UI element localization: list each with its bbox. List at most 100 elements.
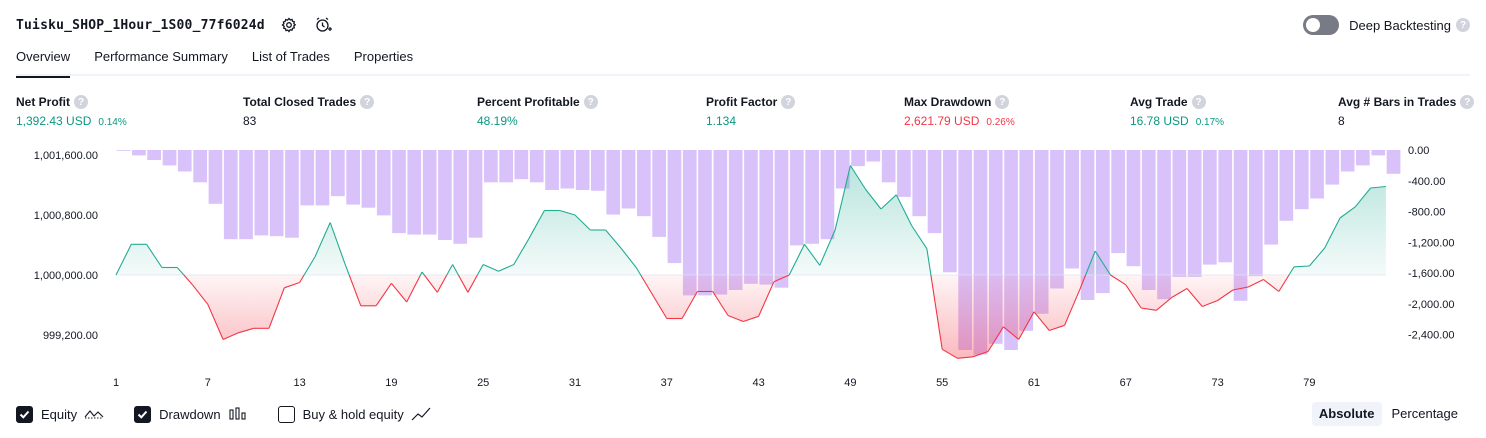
x-tick-label: 25 xyxy=(477,377,489,389)
help-icon[interactable]: ? xyxy=(1460,95,1475,109)
equity-line-segment xyxy=(930,274,943,350)
x-tick-label: 37 xyxy=(661,377,673,389)
drawdown-bar xyxy=(545,150,559,190)
metric-percent: 0.17% xyxy=(1195,117,1225,128)
drawdown-bar xyxy=(1310,150,1324,199)
equity-line-segment xyxy=(1294,265,1310,268)
drawdown-bar xyxy=(728,150,743,290)
y-left-tick-label: 999,200.00 xyxy=(43,330,98,342)
equity-line-segment xyxy=(849,165,867,190)
equity-drawdown-chart[interactable]: 1,001,600.00 1,000,800.00 1,000,000.00 999,… xyxy=(0,140,1486,390)
drawdown-bar xyxy=(132,150,146,156)
metric-value: 83 xyxy=(243,114,257,128)
drawdown-bar xyxy=(269,150,284,237)
percentage-button[interactable]: Percentage xyxy=(1391,406,1459,421)
x-tick-label: 13 xyxy=(293,377,305,389)
chart-legend: Equity Drawdown Buy & hold equity xyxy=(16,404,461,424)
help-icon[interactable]: ? xyxy=(360,95,375,109)
drawdown-bar xyxy=(1325,150,1340,185)
drawdown-bar xyxy=(1065,150,1079,269)
legend-drawdown[interactable]: Drawdown xyxy=(134,405,247,423)
deep-backtesting-label: Deep Backtesting xyxy=(1349,17,1451,33)
metric-value: 1.134 xyxy=(706,114,737,128)
drawdown-bar xyxy=(346,150,360,205)
equity-line-segment xyxy=(1156,297,1173,311)
metric-label: Avg Trade xyxy=(1130,95,1188,109)
drawdown-bar xyxy=(453,150,468,244)
help-icon[interactable]: ? xyxy=(583,95,598,109)
equity-line-segment xyxy=(972,350,989,358)
drawdown-checkbox[interactable] xyxy=(134,405,152,423)
x-tick-label: 31 xyxy=(569,377,581,389)
equity-line-segment xyxy=(115,244,132,276)
equity-line-segment xyxy=(819,229,836,266)
help-icon[interactable]: ? xyxy=(1191,95,1206,109)
drawdown-bar xyxy=(1203,150,1217,265)
strategy-title: Tuisku_SHOP_1Hour_1S00_77f6024d xyxy=(16,17,265,33)
equity-line-segment xyxy=(284,281,300,289)
equity-line-segment xyxy=(183,274,193,286)
drawdown-bar xyxy=(392,150,406,234)
equity-line-segment xyxy=(987,326,1004,352)
help-icon[interactable]: ? xyxy=(74,95,88,109)
equity-line-segment xyxy=(1247,279,1264,288)
equity-line-segment xyxy=(423,274,438,293)
help-icon[interactable]: ? xyxy=(995,95,1010,109)
equity-line-segment xyxy=(758,281,775,317)
equity-line-segment xyxy=(880,194,897,210)
legend-equity-label: Equity xyxy=(41,406,78,422)
drawdown-bar xyxy=(927,150,942,234)
equity-line-segment xyxy=(773,274,790,283)
drawdown-bar xyxy=(759,150,774,285)
equity-line-segment xyxy=(1033,311,1050,331)
equity-checkbox[interactable] xyxy=(16,405,33,423)
drawdown-bar xyxy=(239,150,253,240)
deep-backtesting: Deep Backtesting ? xyxy=(1303,12,1470,38)
buy-hold-checkbox[interactable] xyxy=(277,405,295,423)
drawdown-bar xyxy=(177,150,192,172)
tab-properties[interactable]: Properties xyxy=(353,49,414,64)
equity-line-segment xyxy=(192,284,209,305)
equity-line-segment xyxy=(605,229,622,249)
drawdown-bar xyxy=(162,150,177,166)
drawdown-bar xyxy=(621,150,636,209)
tab-overview[interactable]: Overview xyxy=(16,44,71,78)
drawdown-bar xyxy=(468,150,483,238)
drawdown-bar xyxy=(223,150,238,240)
help-icon[interactable]: ? xyxy=(1456,18,1470,32)
deep-backtesting-toggle[interactable] xyxy=(1303,15,1340,35)
drawdown-bar xyxy=(1386,150,1401,174)
equity-line-segment xyxy=(1324,217,1341,249)
drawdown-bar xyxy=(529,150,544,183)
tab-performance-summary[interactable]: Performance Summary xyxy=(94,49,228,64)
equity-line-segment xyxy=(1278,274,1290,292)
x-tick-label: 67 xyxy=(1120,377,1132,389)
x-tick-label: 79 xyxy=(1303,377,1315,389)
drawdown-bars xyxy=(116,150,1401,355)
equity-line-segment xyxy=(1354,187,1372,208)
drawdown-bar xyxy=(422,150,437,235)
drawdown-bar xyxy=(208,150,223,204)
metric-value: 16.78 USD xyxy=(1130,114,1189,128)
absolute-button[interactable]: Absolute xyxy=(1311,402,1382,426)
equity-line-segment xyxy=(640,274,652,294)
tab-list-of-trades[interactable]: List of Trades xyxy=(251,49,330,64)
equity-line-segment xyxy=(446,264,454,276)
legend-drawdown-label: Drawdown xyxy=(159,406,221,422)
equity-line-segment xyxy=(146,243,163,268)
legend-equity[interactable]: Equity xyxy=(16,405,104,423)
drawdown-bar xyxy=(667,150,682,264)
equity-line xyxy=(115,165,1386,359)
drawdown-bar xyxy=(116,150,131,151)
equity-line-segment xyxy=(743,315,759,323)
metric-avg-bars: Avg # Bars in Trades? 8 xyxy=(1338,94,1475,130)
equity-line-segment xyxy=(926,248,932,276)
equity-line-segment xyxy=(911,225,928,250)
add-alert-icon[interactable] xyxy=(313,15,333,35)
equity-line-segment xyxy=(1125,284,1142,309)
drawdown-bar xyxy=(1126,150,1141,267)
legend-buy-hold[interactable]: Buy & hold equity xyxy=(277,405,431,423)
gear-icon[interactable] xyxy=(279,15,299,35)
metric-max-drawdown: Max Drawdown? 2,621.79 USD 0.26% xyxy=(904,94,1015,130)
help-icon[interactable]: ? xyxy=(781,95,796,109)
